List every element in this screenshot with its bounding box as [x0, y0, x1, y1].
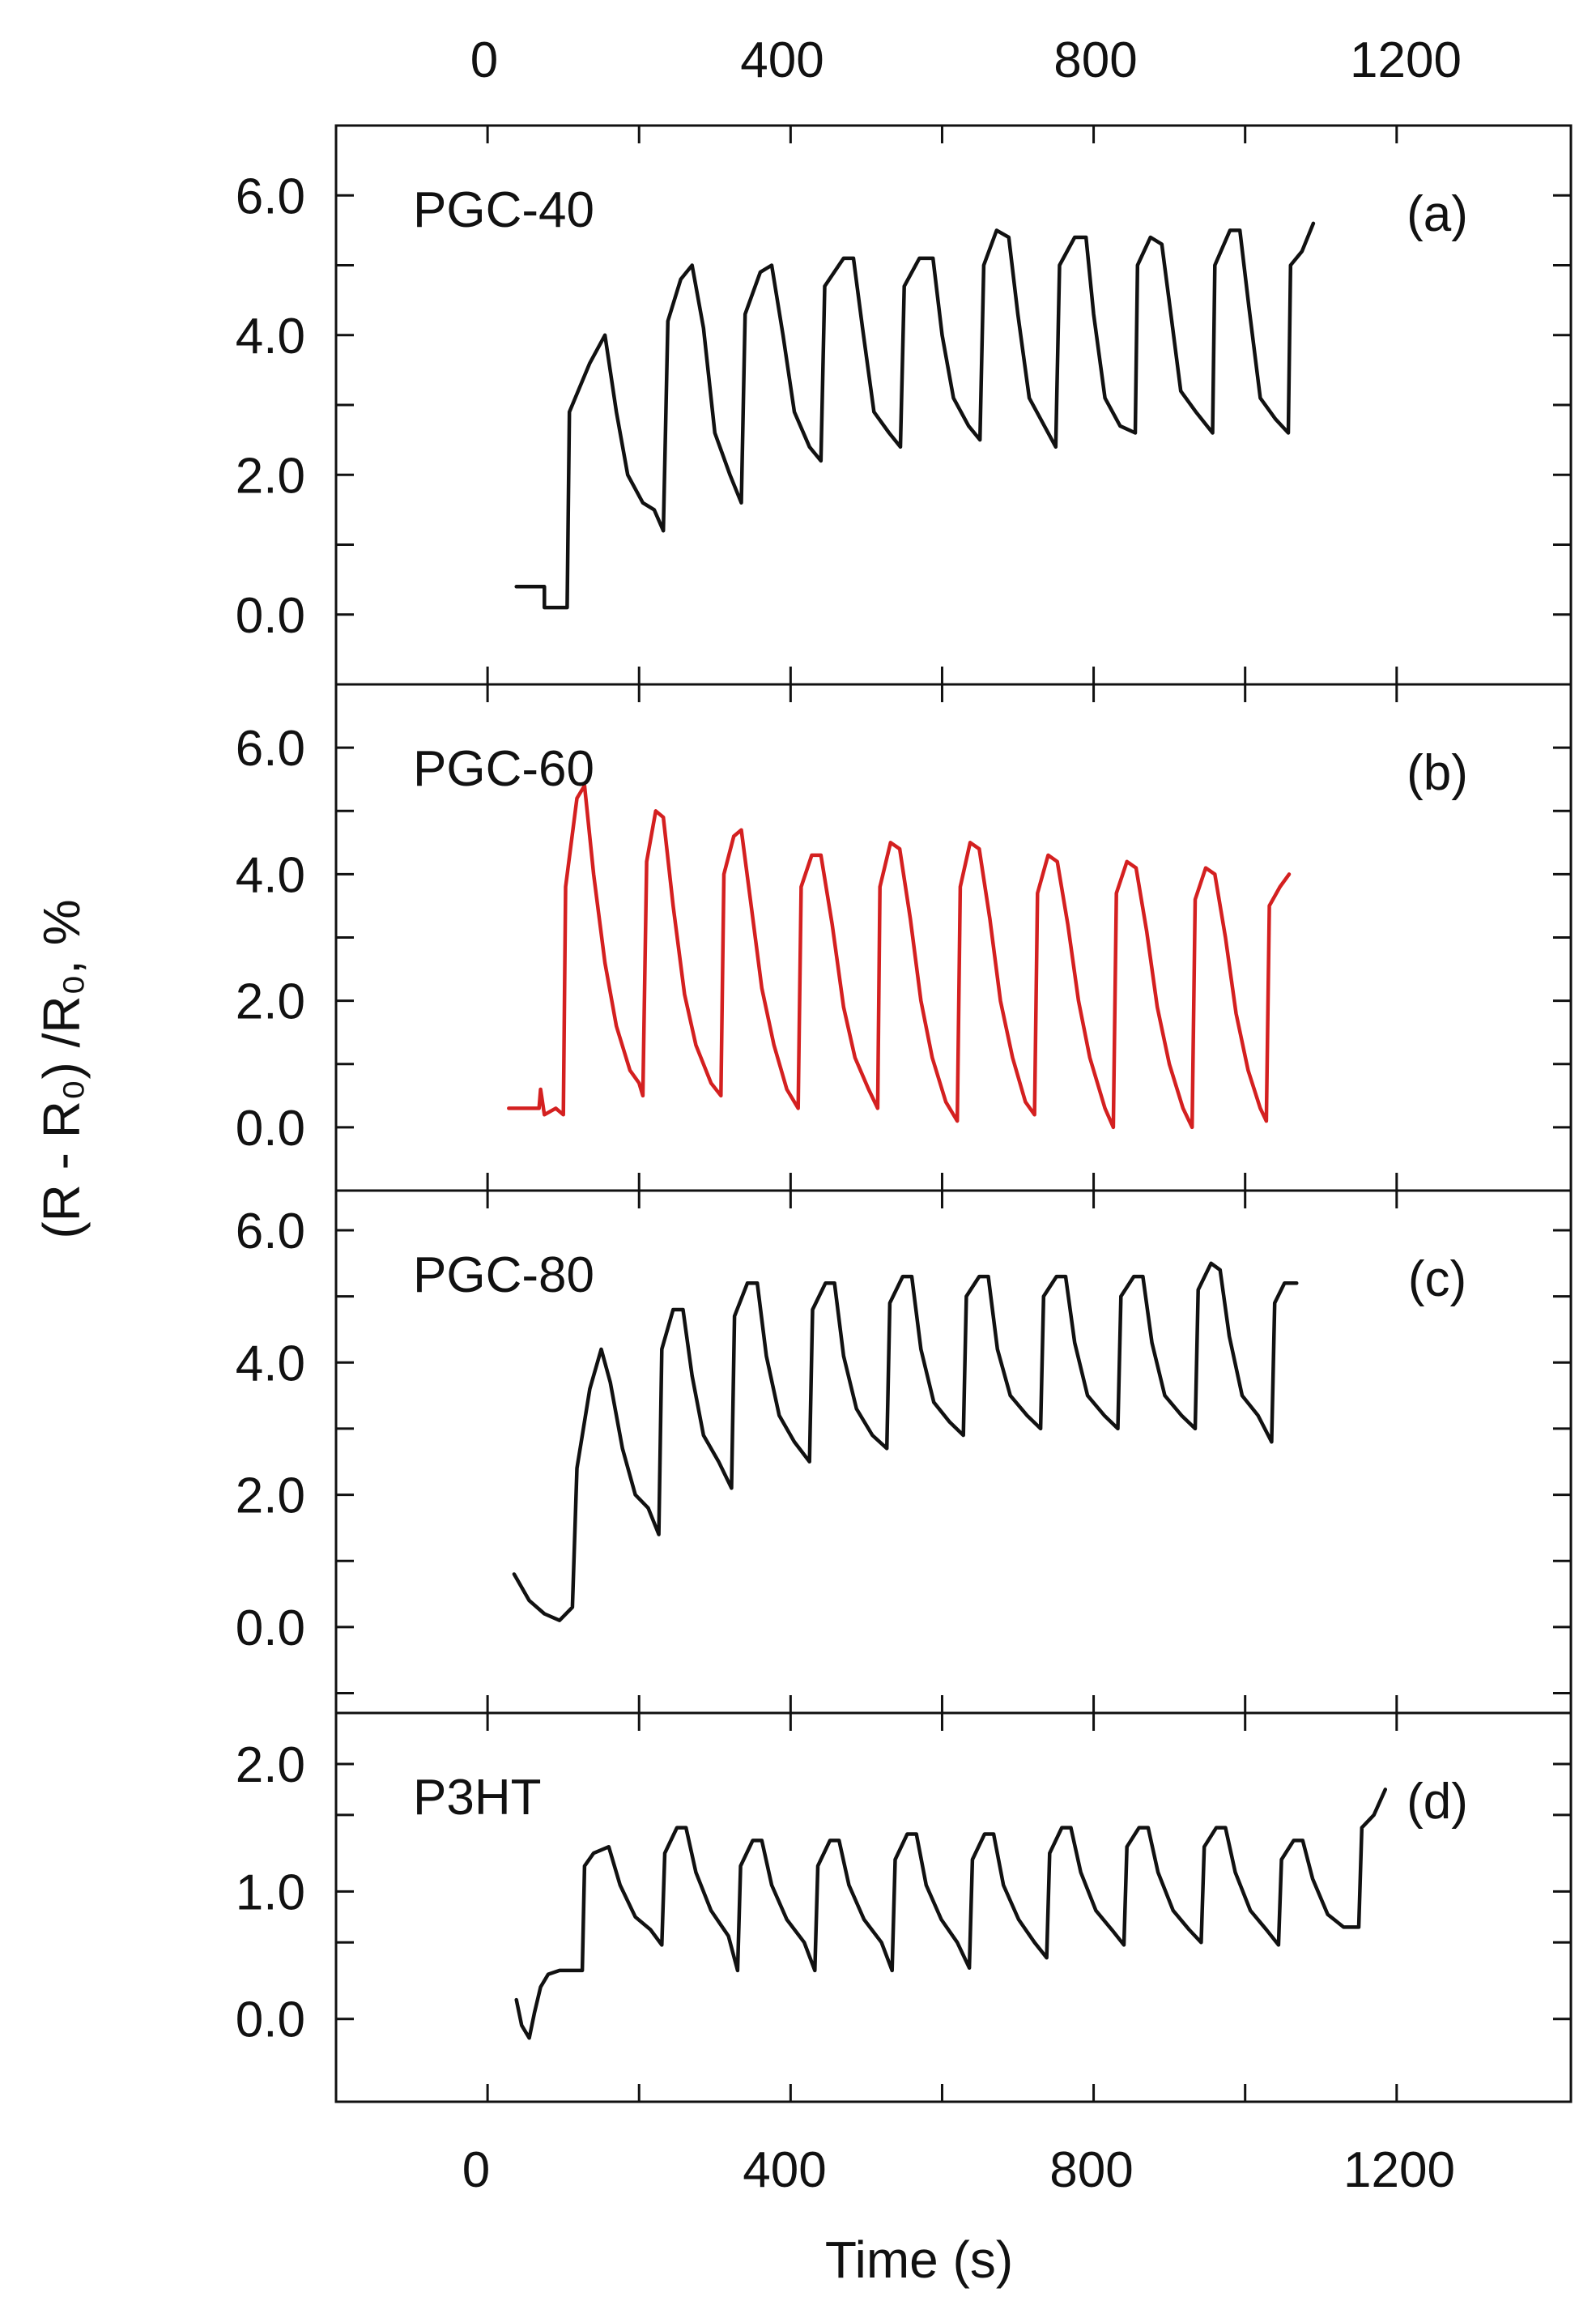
- series-name-label: P3HT: [413, 1770, 541, 1826]
- panel-letter-label: (b): [1407, 745, 1468, 801]
- series-line-pgc-80: [512, 1261, 1299, 1622]
- panel-letter-label: (a): [1407, 186, 1468, 242]
- x-axis-tick-label: 400: [743, 2142, 826, 2198]
- series-line-p3ht: [514, 1788, 1388, 2040]
- y-axis-tick-label: 2.0: [236, 974, 305, 1030]
- y-axis-tick-label: 0.0: [236, 1600, 305, 1656]
- y-axis-tick-label: 2.0: [236, 1737, 305, 1793]
- y-axis-tick-label: 2.0: [236, 1468, 305, 1524]
- y-axis-tick-label: 6.0: [236, 1204, 305, 1259]
- panel-pgc-80: 6.0 4.0 2.0 0.0 PGC-80 (c): [236, 1189, 1573, 1715]
- y-axis-tick-label: 4.0: [236, 1336, 305, 1391]
- y-axis-tick-label: 0.0: [236, 1992, 305, 2048]
- series-name-label: PGC-60: [413, 741, 594, 797]
- panel-pgc-60: 6.0 4.0 2.0 0.0 PGC-60 (b): [236, 683, 1573, 1192]
- bottom-axis: 0 400 800 1200: [462, 2142, 1455, 2198]
- y-axis-title: (R - R₀) /R₀, %: [32, 899, 91, 1238]
- y-axis-tick-label: 2.0: [236, 448, 305, 504]
- panels-layer: 6.0 4.0 2.0 0.0 PGC-40 (a) 6.0 4.0 2.0 0.0 PGC-60 (…: [236, 124, 1573, 2103]
- panel-letter-label: (c): [1408, 1251, 1466, 1307]
- y-axis-tick-label: 6.0: [236, 721, 305, 777]
- y-axis-tick-label: 4.0: [236, 309, 305, 364]
- y-axis-tick-label: 0.0: [236, 588, 305, 644]
- top-axis: 0 400 800 1200: [470, 32, 1462, 88]
- series-name-label: PGC-80: [413, 1247, 594, 1303]
- x-axis-tick-label: 1200: [1343, 2142, 1455, 2198]
- series-name-label: PGC-40: [413, 182, 594, 238]
- top-axis-tick-label: 800: [1053, 32, 1137, 88]
- y-axis-tick-label: 0.0: [236, 1101, 305, 1157]
- panel-p3ht: 2.0 1.0 0.0 P3HT (d): [236, 1711, 1573, 2103]
- series-line-pgc-40: [514, 221, 1316, 610]
- panel-pgc-40: 6.0 4.0 2.0 0.0 PGC-40 (a): [236, 124, 1573, 686]
- x-axis-tick-label: 0: [462, 2142, 490, 2198]
- top-axis-tick-label: 1200: [1350, 32, 1462, 88]
- x-axis-title: Time (s): [825, 2231, 1013, 2289]
- y-axis-tick-label: 1.0: [236, 1864, 305, 1920]
- top-axis-tick-label: 400: [740, 32, 824, 88]
- y-axis-tick-label: 4.0: [236, 847, 305, 903]
- series-line-pgc-60: [507, 783, 1292, 1130]
- panel-letter-label: (d): [1407, 1774, 1468, 1830]
- y-axis-tick-label: 6.0: [236, 168, 305, 224]
- top-axis-tick-label: 0: [470, 32, 498, 88]
- x-axis-tick-label: 800: [1049, 2142, 1133, 2198]
- panel-frame: [334, 1711, 1573, 2103]
